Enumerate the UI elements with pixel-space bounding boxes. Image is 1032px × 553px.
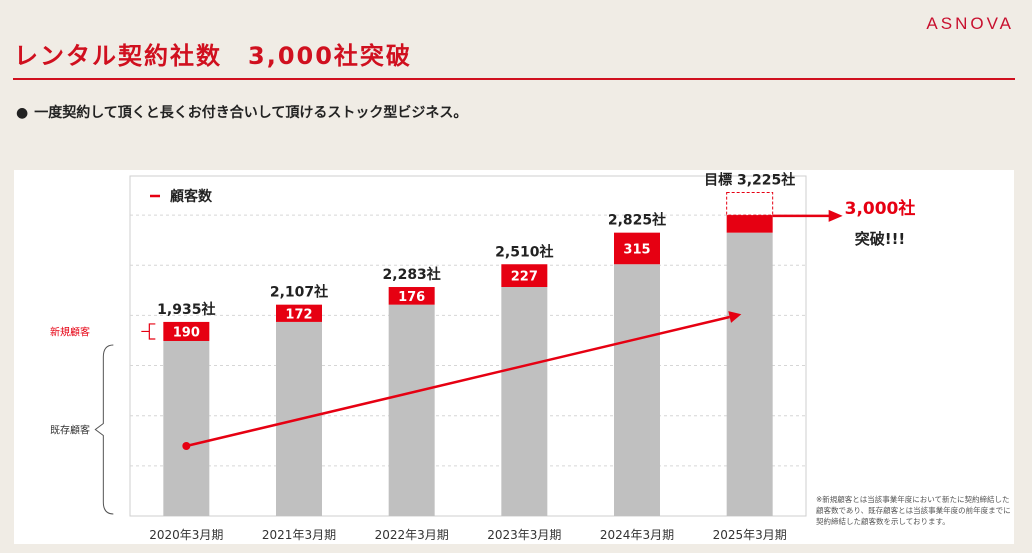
bar-target-label: 目標 3,225社 <box>704 172 795 189</box>
callout-arrow-head-icon <box>828 209 843 222</box>
trend-arrow-start-icon <box>182 442 191 450</box>
x-tick-label: 2020年3月期 <box>149 528 223 542</box>
bar-new-label: 190 <box>173 325 200 340</box>
bar-existing <box>501 287 548 516</box>
bar-target-outline <box>726 192 774 216</box>
footnote: ※新規顧客とは当該事業年度において新たに契約締結した顧客数であり、既存顧客とは当… <box>816 495 1011 526</box>
callout-value: 3,000社 <box>845 198 916 219</box>
legend-label: 顧客数 <box>170 188 213 205</box>
page-title: レンタル契約社数 3,000社突破 <box>14 42 412 70</box>
bar-new <box>614 232 660 265</box>
bar-new <box>501 264 548 288</box>
bar-existing <box>614 264 660 516</box>
company-logo: ASNOVA <box>926 14 1014 33</box>
bar-new <box>276 304 322 322</box>
trend-arrow-line <box>186 315 730 448</box>
bar-existing <box>726 232 773 516</box>
bar-existing <box>388 304 435 516</box>
new-customer-brace <box>141 323 156 340</box>
bar-new <box>388 287 435 305</box>
summary-bullet: ● 一度契約して頂くと長くお付き合いして頂けるストック型ビジネス。 <box>16 102 467 122</box>
existing-customer-label: 既存顧客 <box>50 423 90 436</box>
customer-count-chart: 顧客数 190 1,935社 2020年3月期 172 2,107社 2021年3月期 176… <box>50 172 916 542</box>
summary-text: 一度契約して頂くと長くお付き合いして頂けるストック型ビジネス。 <box>34 105 468 121</box>
bar-new-label: 315 <box>623 242 650 257</box>
chart-panel: 顧客数 190 1,935社 2020年3月期 172 2,107社 2021年3月期 176… <box>14 170 1014 544</box>
bar-total-label: 2,825社 <box>608 212 666 229</box>
bar-new-label: 172 <box>285 307 312 322</box>
x-tick-label: 2023年3月期 <box>487 528 561 542</box>
bar-total-label: 1,935社 <box>157 301 215 318</box>
bar-new-achieved <box>726 215 773 233</box>
title-divider <box>13 78 1015 80</box>
plot-area-border <box>129 175 807 517</box>
bar-total-label: 2,510社 <box>495 243 553 260</box>
callout-text: 突破!!! <box>855 230 906 248</box>
bullet-dot-icon: ● <box>16 105 29 121</box>
bar-total-label: 2,283社 <box>383 266 441 283</box>
bar-existing <box>163 340 210 516</box>
new-customer-label: 新規顧客 <box>50 325 90 338</box>
x-tick-label: 2025年3月期 <box>713 528 787 542</box>
x-tick-label: 2024年3月期 <box>600 528 674 542</box>
x-tick-label: 2021年3月期 <box>262 528 336 542</box>
bar-new-label: 227 <box>511 270 538 285</box>
x-tick-label: 2022年3月期 <box>375 528 449 542</box>
bar-new <box>163 321 210 341</box>
trend-arrow-head-icon <box>728 311 742 323</box>
bar-new-label: 176 <box>398 290 425 305</box>
existing-customer-brace <box>94 344 114 515</box>
bar-total-label: 2,107社 <box>270 284 328 301</box>
